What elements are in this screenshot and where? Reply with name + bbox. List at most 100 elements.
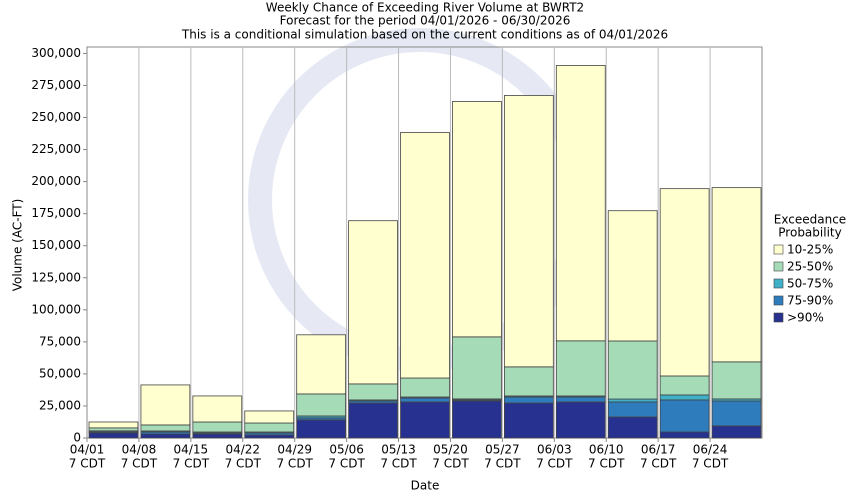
legend-label: 50-75% <box>787 277 833 291</box>
bar-segment <box>659 394 710 401</box>
chart-title: Weekly Chance of Exceeding River Volume … <box>266 1 584 15</box>
bar-segment <box>400 132 450 379</box>
bar-segment <box>348 402 398 439</box>
bar-segment <box>659 431 710 439</box>
bar-segment <box>296 334 347 395</box>
y-tick-label: 300,000 <box>31 46 81 60</box>
bar-segment <box>503 402 554 439</box>
x-tick-label: 7 CDT <box>121 457 158 471</box>
legend-swatch <box>773 295 784 306</box>
bar-segment <box>607 416 658 439</box>
legend-label: 25-50% <box>787 260 833 274</box>
y-tick-label: 225,000 <box>31 142 81 156</box>
bar-segment <box>711 187 762 363</box>
legend-label: 75-90% <box>787 294 833 308</box>
x-tick-label: 05/20 <box>433 443 468 457</box>
x-tick-label: 7 CDT <box>380 457 417 471</box>
bar-segment <box>607 340 658 400</box>
x-tick-label: 7 CDT <box>276 457 313 471</box>
legend-label: >90% <box>787 311 824 325</box>
bar-segment <box>244 410 295 424</box>
x-tick-label: 7 CDT <box>69 457 106 471</box>
x-tick-label: 06/10 <box>589 443 624 457</box>
bar-segment <box>244 434 295 439</box>
x-tick-label: 7 CDT <box>484 457 521 471</box>
legend-swatch <box>773 312 784 323</box>
bar-segment <box>88 432 139 439</box>
bar-segment <box>555 396 606 403</box>
bar-segment <box>711 400 762 427</box>
legend-title: Exceedance <box>774 213 846 227</box>
y-tick-label: 125,000 <box>31 270 81 284</box>
bar-segment <box>88 427 139 432</box>
bar-segment <box>607 398 658 403</box>
y-tick-label: 50,000 <box>39 366 81 380</box>
bar-segment <box>140 384 191 426</box>
x-tick-label: 7 CDT <box>225 457 262 471</box>
x-tick-label: 06/17 <box>641 443 676 457</box>
x-tick-label: 7 CDT <box>692 457 729 471</box>
y-tick-label: 150,000 <box>31 238 81 252</box>
legend-swatch <box>773 278 784 289</box>
bar-segment <box>140 424 191 432</box>
y-tick-label: 100,000 <box>31 302 81 316</box>
x-tick-label: 06/24 <box>693 443 728 457</box>
bar-segment <box>711 425 762 439</box>
bar-segment <box>503 396 554 404</box>
bar-segment <box>400 401 450 439</box>
bar-segment <box>659 375 710 396</box>
bar-segment <box>659 188 710 377</box>
bar-segment <box>555 401 606 439</box>
x-tick-label: 04/01 <box>70 443 105 457</box>
y-tick-label: 200,000 <box>31 174 81 188</box>
bar-segment <box>503 366 554 397</box>
bar-segment <box>503 95 554 368</box>
bar-segment <box>711 361 762 400</box>
bar-segment <box>400 377 450 398</box>
bar-segment <box>452 400 502 439</box>
x-tick-label: 05/13 <box>381 443 416 457</box>
y-tick-label: 175,000 <box>31 206 81 220</box>
x-tick-label: 04/29 <box>277 443 312 457</box>
chart-note: This is a conditional simulation based o… <box>181 28 668 42</box>
legend-title: Probability <box>778 226 841 240</box>
y-tick-label: 250,000 <box>31 110 81 124</box>
bar-segment <box>555 65 606 342</box>
y-tick-label: 275,000 <box>31 78 81 92</box>
bar-segment <box>296 419 347 439</box>
legend-swatch <box>773 244 784 255</box>
x-tick-label: 7 CDT <box>173 457 210 471</box>
bar-segment <box>140 433 191 439</box>
legend-label: 10-25% <box>787 243 833 257</box>
bar-segment <box>607 210 658 342</box>
x-tick-label: 7 CDT <box>432 457 469 471</box>
x-tick-label: 06/03 <box>537 443 572 457</box>
bar-segment <box>607 401 658 418</box>
bar-segment <box>452 101 502 338</box>
bar-segment <box>88 421 139 429</box>
bar-segment <box>659 399 710 433</box>
bar-segment <box>296 393 347 417</box>
x-tick-label: 04/22 <box>225 443 260 457</box>
legend-swatch <box>773 261 784 272</box>
chart-subtitle: Forecast for the period 04/01/2026 - 06/… <box>280 14 571 28</box>
x-tick-label: 7 CDT <box>328 457 365 471</box>
x-tick-label: 05/06 <box>329 443 364 457</box>
x-tick-label: 7 CDT <box>536 457 573 471</box>
x-axis-label: Date <box>411 479 440 493</box>
bar-segment <box>348 383 398 401</box>
bar-segment <box>348 220 398 385</box>
x-tick-label: 04/08 <box>122 443 157 457</box>
y-tick-label: 75,000 <box>39 334 81 348</box>
y-axis-label: Volume (AC-FT) <box>11 199 25 292</box>
bar-segment <box>192 421 243 433</box>
x-tick-label: 7 CDT <box>588 457 625 471</box>
bar-segment <box>192 433 243 439</box>
bar-segment <box>452 336 502 400</box>
bar-segment <box>555 340 606 397</box>
bar-segment <box>192 395 243 423</box>
bar-segment <box>244 422 295 433</box>
y-tick-label: 0 <box>73 431 81 445</box>
x-tick-label: 05/27 <box>485 443 520 457</box>
